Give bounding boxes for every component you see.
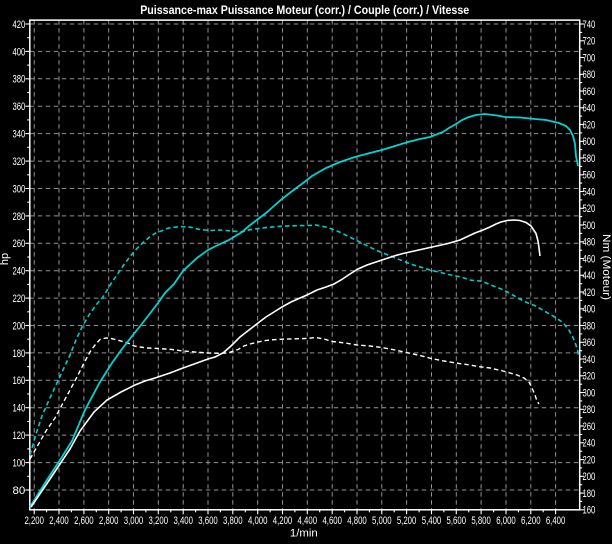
svg-text:3,000: 3,000: [124, 515, 144, 527]
svg-text:380: 380: [13, 74, 26, 86]
svg-text:160: 160: [583, 505, 596, 517]
svg-text:240: 240: [13, 266, 26, 278]
svg-text:160: 160: [13, 375, 26, 387]
svg-text:2,200: 2,200: [24, 515, 44, 527]
svg-text:740: 740: [583, 19, 596, 31]
svg-text:720: 720: [583, 36, 596, 48]
svg-text:420: 420: [13, 19, 26, 31]
svg-text:580: 580: [583, 153, 596, 165]
svg-text:440: 440: [583, 270, 596, 282]
svg-text:180: 180: [583, 488, 596, 500]
svg-text:4,400: 4,400: [298, 515, 318, 527]
svg-text:4,600: 4,600: [322, 515, 342, 527]
svg-text:200: 200: [13, 320, 26, 332]
svg-text:340: 340: [13, 129, 26, 141]
svg-text:3,400: 3,400: [173, 515, 193, 527]
svg-text:460: 460: [583, 253, 596, 265]
svg-text:520: 520: [583, 203, 596, 215]
svg-text:2,800: 2,800: [99, 515, 119, 527]
svg-text:620: 620: [583, 119, 596, 131]
svg-text:Puissance-max Puissance Moteur: Puissance-max Puissance Moteur (corr.) /…: [140, 3, 469, 17]
svg-text:5,600: 5,600: [447, 515, 467, 527]
svg-text:Nm (Moteur): Nm (Moteur): [600, 234, 612, 300]
svg-text:420: 420: [583, 287, 596, 299]
svg-text:220: 220: [13, 293, 26, 305]
svg-text:360: 360: [583, 337, 596, 349]
svg-text:600: 600: [583, 136, 596, 148]
svg-text:180: 180: [13, 348, 26, 360]
svg-text:140: 140: [13, 403, 26, 415]
svg-text:80: 80: [13, 485, 26, 497]
svg-text:6,400: 6,400: [546, 515, 566, 527]
svg-text:3,800: 3,800: [223, 515, 243, 527]
svg-text:300: 300: [13, 183, 26, 195]
svg-text:380: 380: [583, 320, 596, 332]
svg-text:100: 100: [13, 458, 26, 470]
svg-text:5,800: 5,800: [471, 515, 491, 527]
svg-text:120: 120: [13, 430, 26, 442]
svg-text:400: 400: [583, 304, 596, 316]
svg-text:5,200: 5,200: [397, 515, 417, 527]
svg-text:2,600: 2,600: [74, 515, 94, 527]
svg-text:1/min: 1/min: [290, 528, 318, 540]
svg-text:300: 300: [583, 387, 596, 399]
svg-text:560: 560: [583, 170, 596, 182]
svg-text:660: 660: [583, 86, 596, 98]
svg-text:320: 320: [583, 371, 596, 383]
svg-text:5,400: 5,400: [422, 515, 442, 527]
svg-text:260: 260: [583, 421, 596, 433]
svg-text:5,000: 5,000: [372, 515, 392, 527]
svg-text:220: 220: [583, 455, 596, 467]
svg-text:260: 260: [13, 238, 26, 250]
svg-text:360: 360: [13, 101, 26, 113]
svg-text:4,800: 4,800: [347, 515, 367, 527]
svg-text:640: 640: [583, 103, 596, 115]
svg-text:500: 500: [583, 220, 596, 232]
svg-text:480: 480: [583, 237, 596, 249]
svg-text:4,200: 4,200: [273, 515, 293, 527]
svg-text:6,000: 6,000: [496, 515, 516, 527]
svg-text:320: 320: [13, 156, 26, 168]
svg-text:280: 280: [583, 404, 596, 416]
svg-text:3,600: 3,600: [198, 515, 218, 527]
svg-text:400: 400: [13, 46, 26, 58]
svg-text:280: 280: [13, 211, 26, 223]
svg-text:2,400: 2,400: [49, 515, 69, 527]
svg-text:200: 200: [583, 471, 596, 483]
svg-text:6,200: 6,200: [521, 515, 541, 527]
svg-text:hp: hp: [0, 253, 11, 265]
svg-text:4,000: 4,000: [248, 515, 268, 527]
svg-text:240: 240: [583, 438, 596, 450]
svg-text:540: 540: [583, 186, 596, 198]
svg-text:700: 700: [583, 52, 596, 64]
svg-text:3,200: 3,200: [149, 515, 169, 527]
svg-text:340: 340: [583, 354, 596, 366]
svg-text:680: 680: [583, 69, 596, 81]
